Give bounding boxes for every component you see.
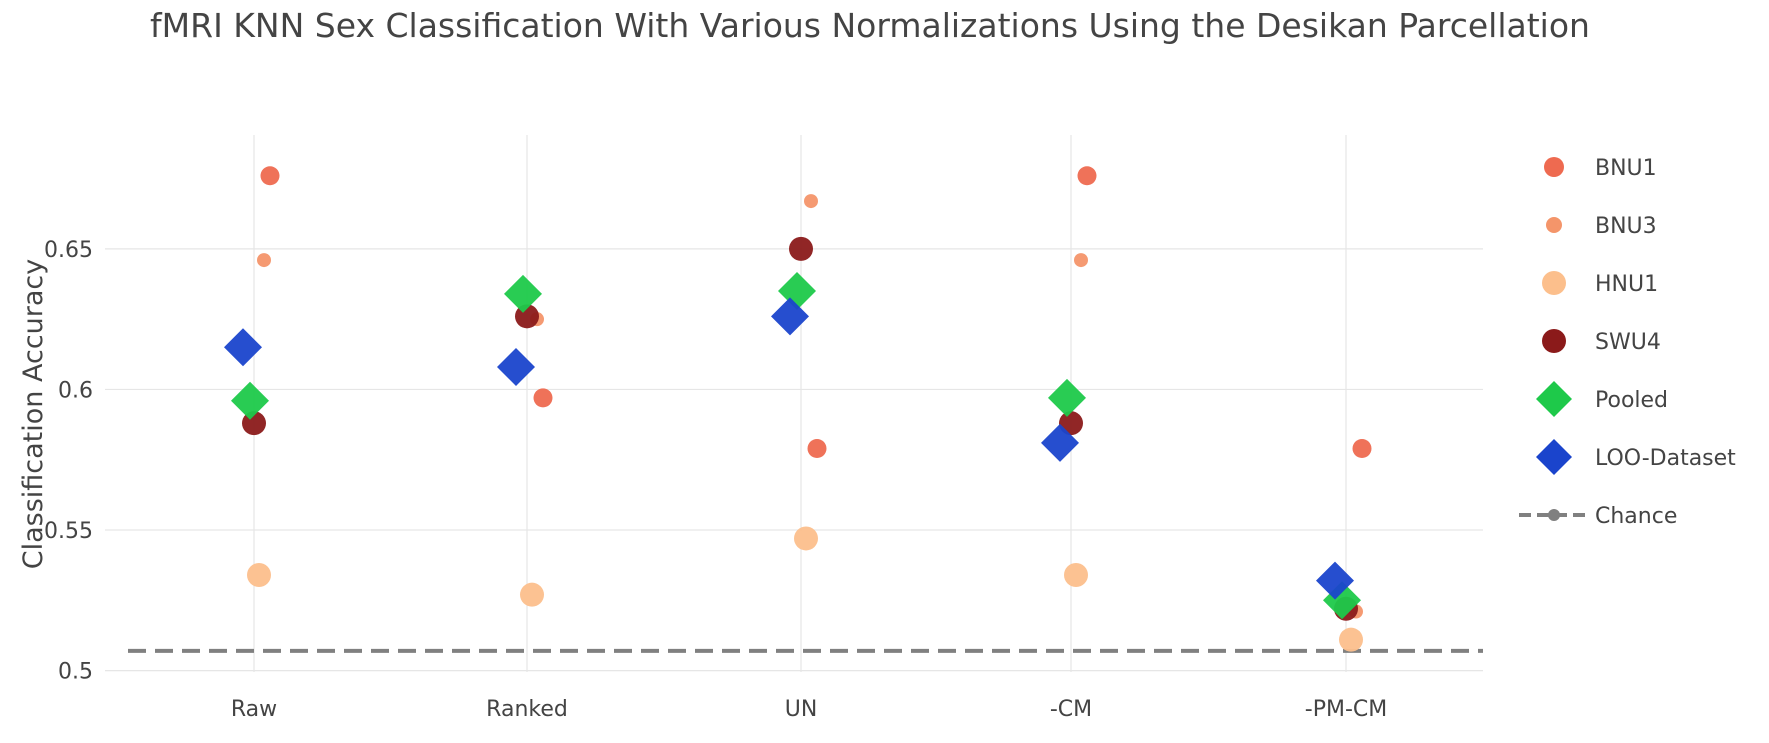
x-axis-ticks: Raw Ranked UN -CM -PM-CM: [231, 697, 1387, 722]
legend-label-bnu1: BNU1: [1595, 156, 1657, 181]
point-hnu1-un[interactable]: [794, 526, 818, 551]
x-tick-label-pm-cm: -PM-CM: [1305, 697, 1387, 722]
y-tick-label: 0.5: [58, 660, 93, 685]
y-tick-label: 0.55: [44, 519, 93, 544]
point-bnu1-cm[interactable]: [1077, 166, 1097, 186]
legend-item-bnu3[interactable]: BNU3: [1546, 214, 1657, 239]
point-hnu1-ranked[interactable]: [520, 582, 544, 607]
legend-item-swu4[interactable]: SWU4: [1542, 329, 1661, 355]
x-tick-label-un: UN: [785, 697, 818, 722]
gridlines: [105, 135, 1483, 672]
y-tick-label: 0.65: [44, 238, 93, 263]
point-bnu1-raw[interactable]: [260, 166, 280, 186]
point-bnu1-ranked[interactable]: [533, 388, 553, 408]
point-hnu1-cm[interactable]: [1064, 563, 1088, 588]
point-pooled-raw[interactable]: [231, 381, 269, 420]
legend-marker-chance-dot: [1548, 509, 1560, 521]
point-bnu3-un[interactable]: [804, 194, 818, 209]
point-bnu3-cm[interactable]: [1074, 253, 1088, 268]
chart-title: fMRI KNN Sex Classification With Various…: [150, 6, 1590, 45]
legend-item-bnu1[interactable]: BNU1: [1544, 156, 1657, 181]
legend-label-hnu1: HNU1: [1595, 272, 1658, 297]
point-bnu1-pm-cm[interactable]: [1352, 438, 1372, 458]
legend-marker-hnu1: [1542, 271, 1566, 295]
legend-marker-bnu1: [1544, 157, 1564, 177]
point-swu4-un[interactable]: [789, 236, 813, 261]
legend-label-swu4: SWU4: [1595, 330, 1661, 355]
y-axis-title: Classification Accuracy: [18, 259, 49, 570]
x-tick-label-cm: -CM: [1050, 697, 1092, 722]
legend-label-loo-dataset: LOO-Dataset: [1595, 446, 1736, 471]
y-axis-ticks: 0.5 0.55 0.6 0.65: [44, 238, 93, 685]
legend-item-chance[interactable]: Chance: [1519, 504, 1677, 529]
legend-marker-swu4: [1542, 329, 1566, 353]
point-pooled-cm[interactable]: [1048, 378, 1086, 417]
legend-label-pooled: Pooled: [1595, 388, 1668, 413]
point-bnu3-raw[interactable]: [257, 253, 271, 268]
point-loo-dataset-un[interactable]: [771, 297, 809, 336]
point-loo-dataset-raw[interactable]: [224, 328, 262, 367]
point-loo-dataset-pm-cm[interactable]: [1316, 561, 1354, 600]
legend-label-bnu3: BNU3: [1595, 214, 1657, 239]
point-bnu1-un[interactable]: [807, 438, 827, 458]
point-hnu1-raw[interactable]: [247, 563, 271, 588]
legend-marker-bnu3: [1546, 217, 1562, 233]
point-loo-dataset-ranked[interactable]: [497, 347, 535, 386]
legend-marker-pooled: [1536, 381, 1572, 417]
data-points: [224, 166, 1372, 652]
legend[interactable]: BNU1 BNU3 HNU1 SWU4 Pooled LOO-Dataset Chance: [1519, 156, 1736, 529]
x-tick-label-ranked: Ranked: [486, 697, 568, 722]
legend-marker-loo-dataset: [1536, 439, 1572, 475]
x-tick-label-raw: Raw: [231, 697, 277, 722]
legend-item-loo-dataset[interactable]: LOO-Dataset: [1536, 439, 1736, 475]
legend-label-chance: Chance: [1595, 504, 1677, 529]
point-pooled-ranked[interactable]: [504, 274, 542, 313]
point-loo-dataset-cm[interactable]: [1041, 423, 1079, 462]
y-tick-label: 0.6: [58, 378, 93, 403]
legend-item-hnu1[interactable]: HNU1: [1542, 271, 1658, 297]
point-hnu1-pm-cm[interactable]: [1339, 627, 1363, 652]
legend-item-pooled[interactable]: Pooled: [1536, 381, 1668, 417]
